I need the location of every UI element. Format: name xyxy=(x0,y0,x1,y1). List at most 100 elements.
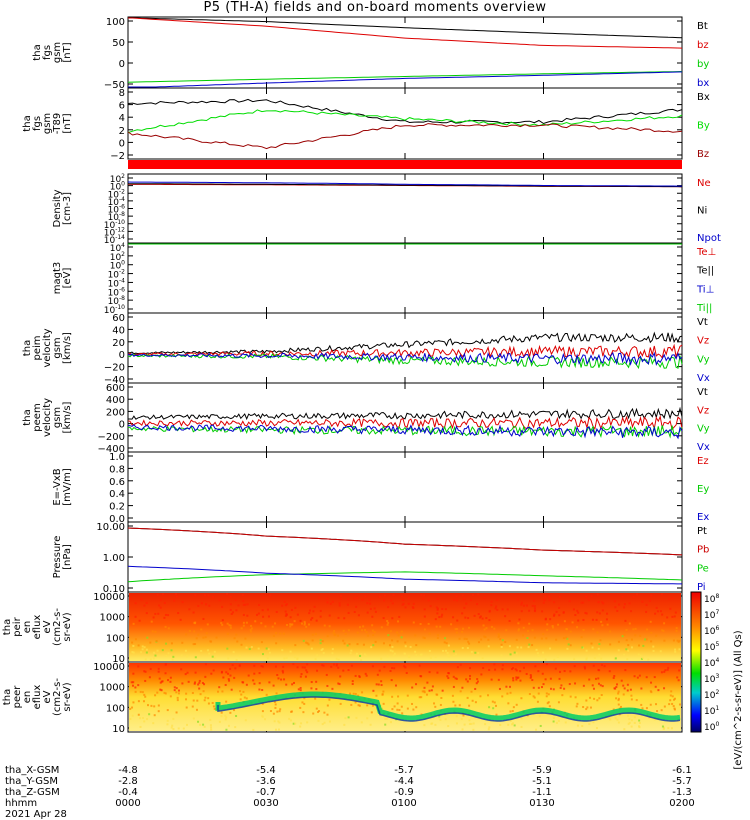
spectrogram-cell xyxy=(302,711,305,714)
spectrogram-cell xyxy=(134,686,137,689)
spectrogram-cell xyxy=(299,706,302,709)
spectrogram-cell xyxy=(454,677,457,680)
legend-Bx: Bx xyxy=(697,92,710,103)
spectrogram-cell xyxy=(220,671,223,674)
spectrogram-cell xyxy=(328,698,331,701)
spectrogram-cell xyxy=(558,614,561,617)
colorbar-title: [eV/(cm^2-s-sr-eV)] (All Qs) xyxy=(733,630,744,769)
spectrogram-cell xyxy=(194,594,197,597)
spectrogram-cell xyxy=(350,649,353,652)
colorbar-tick-label: 106 xyxy=(704,625,719,637)
spectrogram-cell xyxy=(501,695,504,698)
spectrogram-cell xyxy=(328,720,331,723)
panel-ylabel-line: magt3 xyxy=(52,262,63,295)
spectrogram-cell xyxy=(164,663,167,666)
spectrogram-cell xyxy=(265,647,268,650)
spectrogram-cell xyxy=(233,637,236,640)
spectrogram-cell xyxy=(194,643,197,646)
spectrogram-cell xyxy=(229,667,232,670)
spectrogram-cell xyxy=(257,612,260,615)
spectrogram-cell xyxy=(481,657,484,660)
spectrogram-cell xyxy=(633,721,636,724)
spectrogram-cell xyxy=(436,608,439,611)
spectrogram-cell xyxy=(510,668,513,671)
y-tick-label: 10-4 xyxy=(108,277,126,289)
spectrogram-cell xyxy=(532,695,535,698)
spectrogram-cell xyxy=(476,680,479,683)
spectrogram-cell xyxy=(224,714,227,717)
spectrogram-cell xyxy=(389,649,392,652)
spectrogram-cell xyxy=(359,654,362,657)
spectrogram-cell xyxy=(593,656,596,659)
spectrogram-cell xyxy=(406,707,409,710)
spectrogram-cell xyxy=(268,651,271,654)
spectrogram-cell xyxy=(655,703,658,706)
spectrogram-cell xyxy=(470,722,473,725)
spectrogram-cell xyxy=(275,642,278,645)
spectrogram-cell xyxy=(623,603,626,606)
spectrogram-cell xyxy=(343,617,346,620)
spectrogram-cell xyxy=(364,595,367,598)
spectrogram-cell xyxy=(428,650,431,653)
spectrogram-cell xyxy=(596,699,599,702)
spectrogram-cell xyxy=(279,708,282,711)
spectrogram-cell xyxy=(456,619,459,622)
spectrogram-cell xyxy=(364,672,367,675)
spectrogram-cell xyxy=(488,726,491,729)
spectrogram-cell xyxy=(601,601,604,604)
spectrogram-cell xyxy=(169,695,172,698)
spectrogram-cell xyxy=(154,694,157,697)
spectrogram-cell xyxy=(539,724,542,727)
spectrogram-cell xyxy=(487,694,490,697)
spectrogram-cell xyxy=(513,724,516,727)
spectrogram-cell xyxy=(597,601,600,604)
spectrogram-cell xyxy=(676,676,679,679)
spectrogram-cell xyxy=(355,654,358,657)
spectrogram-cell xyxy=(344,632,347,635)
spectrogram-cell xyxy=(599,639,602,642)
spectrogram-cell xyxy=(371,629,374,632)
spectrogram-cell xyxy=(557,623,560,626)
spectrogram-cell xyxy=(303,697,306,700)
panel-ylabel-line: tha xyxy=(2,619,13,635)
spectrogram-cell xyxy=(421,690,424,693)
spectrogram-cell xyxy=(554,667,557,670)
spectrogram-cell xyxy=(253,664,256,667)
spectrogram-cell xyxy=(234,726,237,729)
spectrogram-cell xyxy=(520,610,523,613)
spectrogram-cell xyxy=(323,711,326,714)
spectrogram-cell xyxy=(161,649,164,652)
spectrogram-cell xyxy=(390,679,393,682)
spectrogram-cell xyxy=(240,643,243,646)
spectrogram-cell xyxy=(622,693,625,696)
spectrogram-cell xyxy=(461,594,464,597)
spectrogram-cell xyxy=(384,723,387,726)
spectrogram-cell xyxy=(439,718,442,721)
spectrogram-cell xyxy=(203,725,206,728)
spectrogram-cell xyxy=(542,651,545,654)
y-tick-label: 10-14 xyxy=(104,234,125,246)
spectrogram-cell xyxy=(242,621,245,624)
spectrogram-cell xyxy=(236,640,239,643)
panel-ylabel-line: [nPa] xyxy=(62,544,73,570)
spectrogram-cell xyxy=(384,717,387,720)
spectrogram-cell xyxy=(225,716,228,719)
spectrogram-cell xyxy=(197,633,200,636)
spectrogram-cell xyxy=(167,627,170,630)
spectrogram-cell xyxy=(200,602,203,605)
spectrogram-cell xyxy=(585,649,588,652)
spectrogram-cell xyxy=(549,647,552,650)
spectrogram-cell xyxy=(497,634,500,637)
spectrogram-cell xyxy=(277,720,280,723)
spectrogram-cell xyxy=(305,641,308,644)
spectrogram-cell xyxy=(375,694,378,697)
spectrogram-cell xyxy=(261,688,264,691)
spectrogram-cell xyxy=(556,655,559,658)
spectrogram-cell xyxy=(508,645,511,648)
spectrogram-cell xyxy=(230,612,233,615)
spectrogram-cell xyxy=(339,702,342,705)
spectrogram-cell xyxy=(434,723,437,726)
spectrogram-cell xyxy=(582,601,585,604)
spectrogram-cell xyxy=(420,593,423,596)
spectrogram-cell xyxy=(233,676,236,679)
